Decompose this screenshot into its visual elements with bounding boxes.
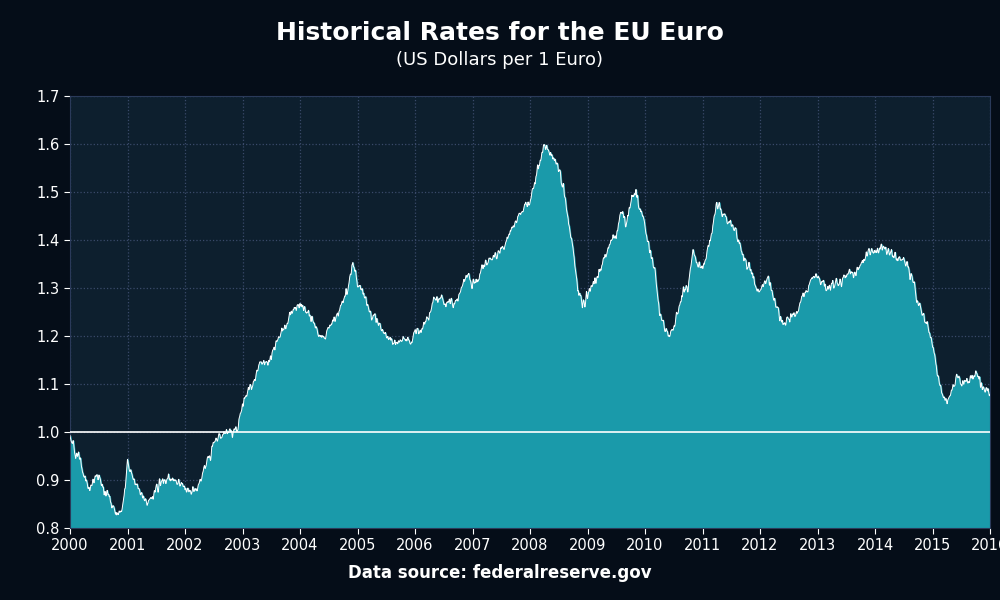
Text: Historical Rates for the EU Euro: Historical Rates for the EU Euro	[276, 21, 724, 45]
Text: (US Dollars per 1 Euro): (US Dollars per 1 Euro)	[396, 51, 604, 69]
Text: Data source: federalreserve.gov: Data source: federalreserve.gov	[348, 564, 652, 582]
